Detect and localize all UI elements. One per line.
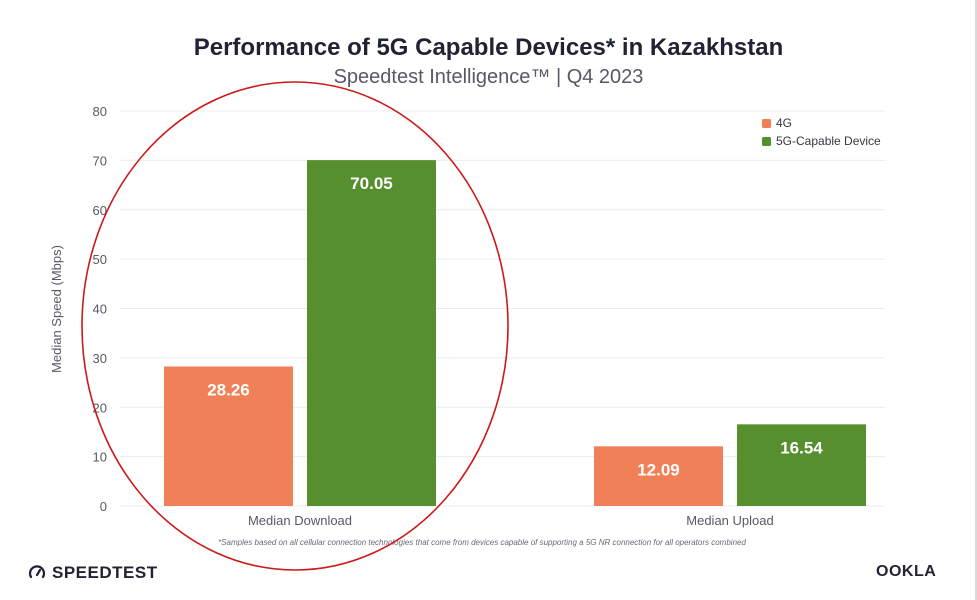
highlight-ellipse bbox=[81, 81, 509, 571]
speedtest-logo-text: SPEEDTEST bbox=[52, 563, 158, 582]
y-tick-label: 80 bbox=[93, 104, 107, 119]
bar bbox=[307, 160, 436, 507]
bar bbox=[594, 446, 723, 506]
x-tick-label: Median Upload bbox=[686, 513, 773, 528]
y-tick-label: 40 bbox=[93, 302, 107, 317]
data-label: 12.09 bbox=[637, 460, 680, 479]
bar bbox=[737, 424, 866, 506]
y-axis-label: Median Speed (Mbps) bbox=[49, 245, 64, 373]
frame-edge bbox=[975, 0, 977, 600]
y-tick-label: 0 bbox=[100, 499, 107, 514]
legend-label: 5G-Capable Device bbox=[776, 134, 881, 148]
chart-title: Performance of 5G Capable Devices* in Ka… bbox=[193, 34, 784, 61]
y-tick-label: 30 bbox=[93, 351, 107, 366]
y-tick-label: 50 bbox=[93, 252, 107, 267]
y-tick-label: 10 bbox=[93, 450, 107, 465]
data-label: 70.05 bbox=[350, 174, 393, 193]
legend-swatch bbox=[762, 137, 771, 146]
data-label: 28.26 bbox=[207, 380, 250, 399]
y-tick-label: 60 bbox=[93, 203, 107, 218]
data-label: 16.54 bbox=[780, 438, 823, 457]
bar bbox=[164, 366, 293, 506]
ookla-logo: OOKLA bbox=[876, 563, 937, 580]
x-tick-label: Median Download bbox=[248, 513, 352, 528]
speedometer-icon bbox=[28, 565, 46, 579]
y-tick-label: 70 bbox=[93, 153, 107, 168]
legend-label: 4G bbox=[776, 116, 792, 130]
speedtest-logo: SPEEDTEST bbox=[28, 563, 158, 583]
chart-subtitle: Speedtest Intelligence™ | Q4 2023 bbox=[333, 66, 644, 88]
footnote: *Samples based on all cellular connectio… bbox=[218, 538, 746, 547]
legend-swatch bbox=[762, 119, 771, 128]
